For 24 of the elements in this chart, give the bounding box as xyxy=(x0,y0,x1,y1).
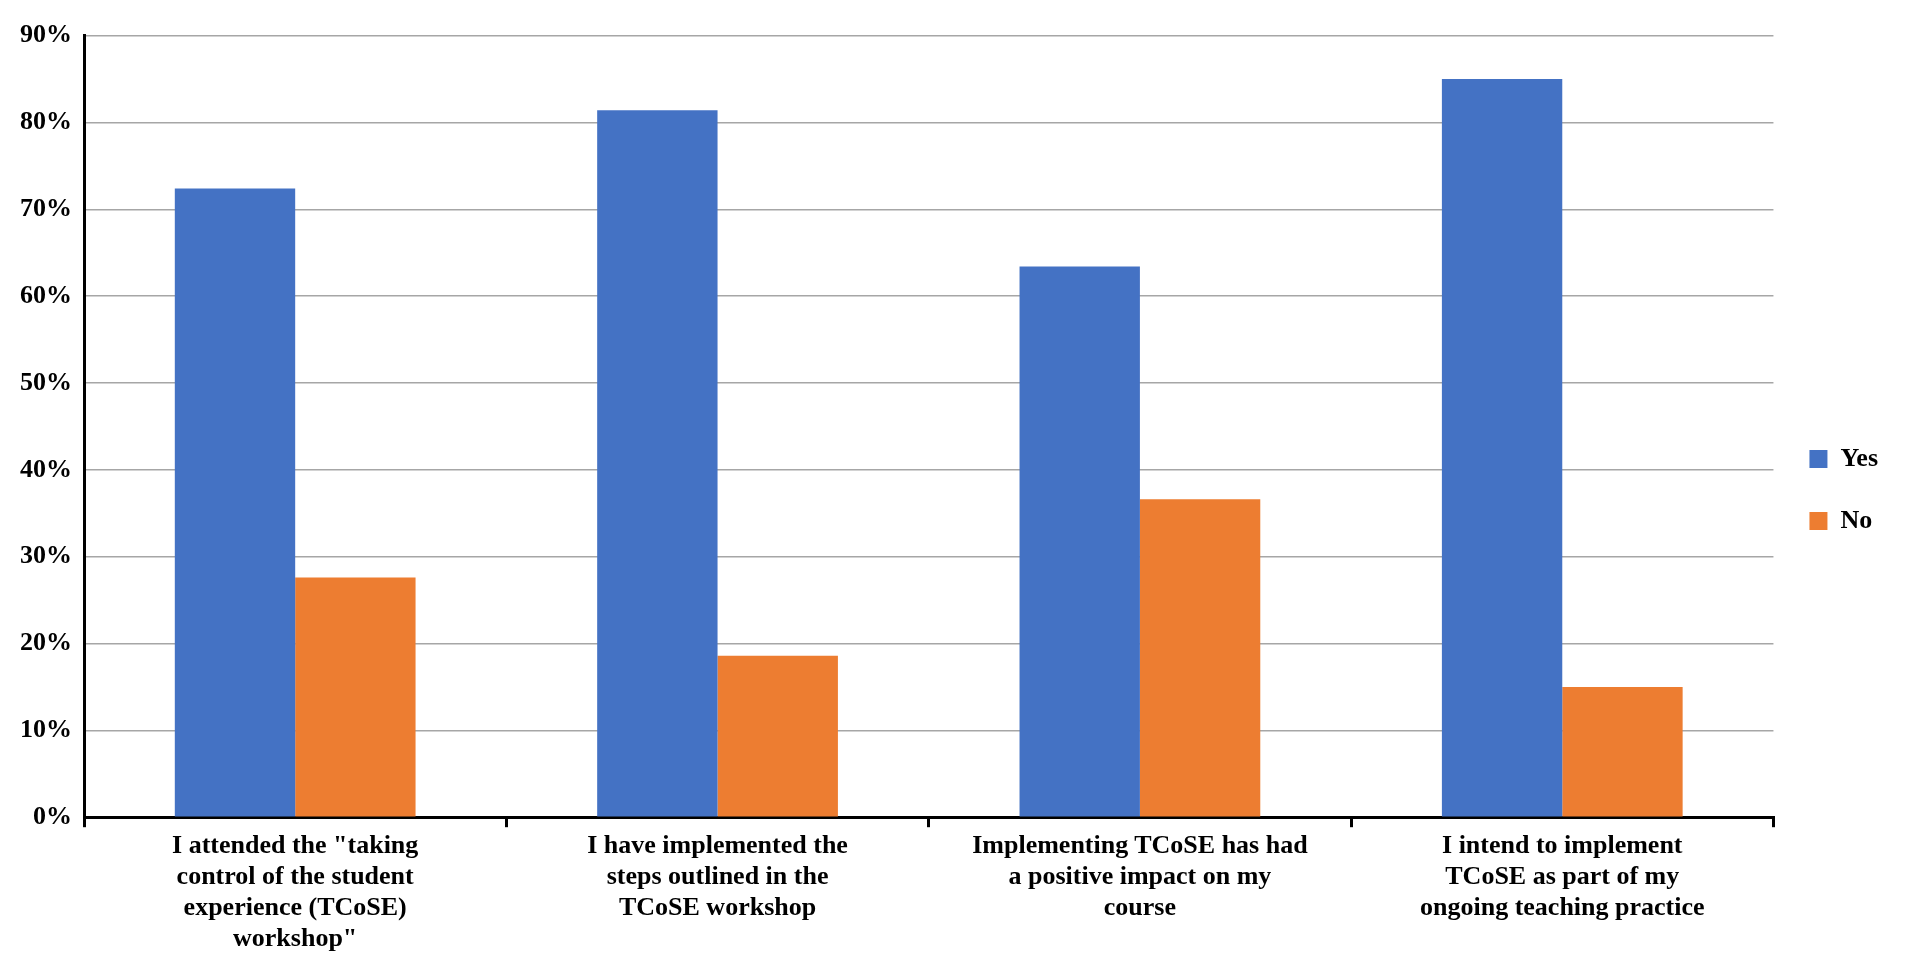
bar xyxy=(1019,266,1140,817)
y-tick-label: 50% xyxy=(20,366,72,396)
y-tick-label: 40% xyxy=(20,453,72,483)
bar xyxy=(174,188,296,817)
x-tick-label: Implementing TCoSE has had a positive impact on my course xyxy=(972,829,1309,921)
y-tick-label: 90% xyxy=(20,19,72,49)
legend-label: Yes xyxy=(1840,442,1879,472)
y-tick-label: 20% xyxy=(20,627,72,657)
y-tick-label: 80% xyxy=(20,106,72,136)
bar xyxy=(1139,499,1261,817)
x-tick-label: I attended the "taking control of the student experience (TCoSE) workshop" xyxy=(172,829,419,953)
bar xyxy=(295,577,416,817)
bar xyxy=(1441,79,1563,817)
legend-label: No xyxy=(1840,504,1873,534)
bar xyxy=(1562,686,1683,817)
bar xyxy=(717,655,838,817)
y-tick-label: 30% xyxy=(20,540,72,570)
x-tick-label: I have implemented the steps outlined in the TCoSE workshop xyxy=(587,829,848,921)
y-tick-label: 60% xyxy=(20,279,72,309)
y-tick-label: 0% xyxy=(33,800,72,830)
y-tick-label: 10% xyxy=(20,714,72,744)
x-tick-label: I intend to implement TCoSE as part of my ongoing teaching practice xyxy=(1420,829,1705,921)
y-tick-label: 70% xyxy=(20,193,72,223)
bar xyxy=(597,110,718,817)
